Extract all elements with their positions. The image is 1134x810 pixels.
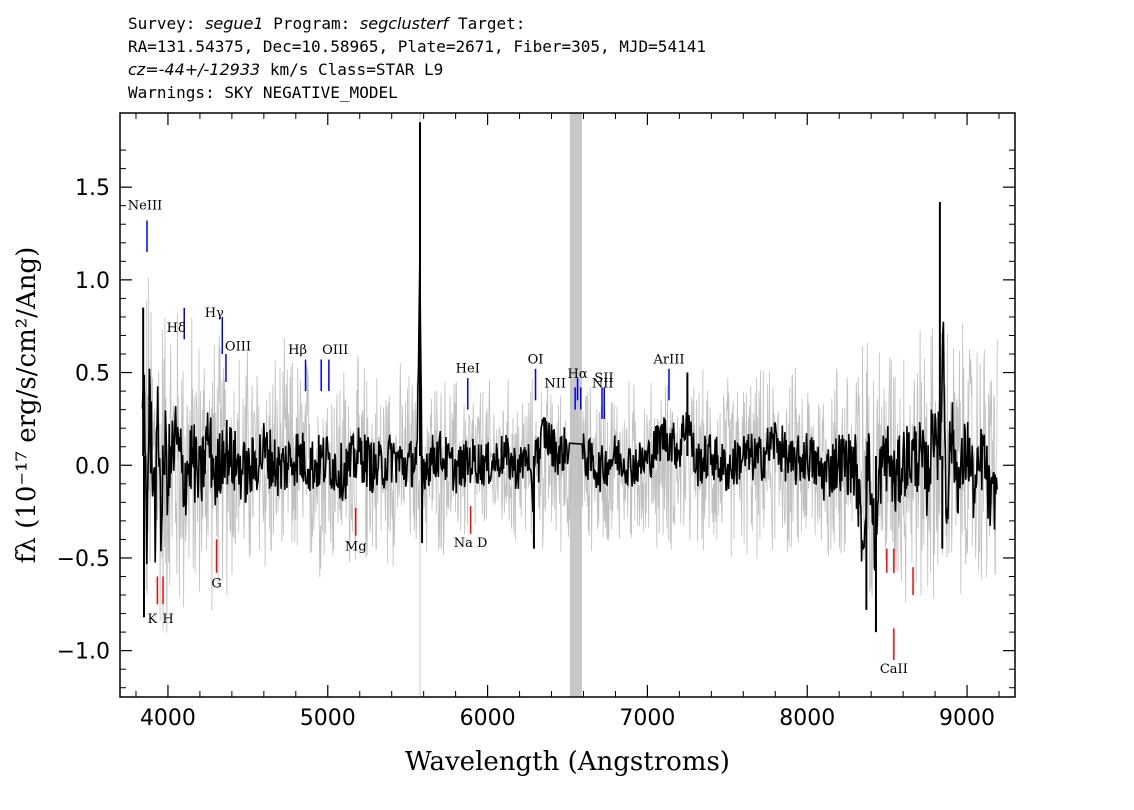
emission-line-label-7: HeI [456,362,480,377]
y-tick-label-3: 0.5 [75,362,110,387]
x-axis-label: Wavelength (Angstroms) [405,747,730,777]
emission-line-label-9: NII [544,376,566,391]
emission-line-label-8: OI [528,352,544,367]
emission-line-label-4: Hβ [288,343,307,358]
x-tick-label-0: 4000 [140,706,196,731]
cz-value: -44+/-12933 [158,60,261,79]
masked-band-layer [419,113,1016,697]
y-tick-label-1: −0.5 [57,547,110,572]
y-tick-label-5: 1.5 [75,176,110,201]
coordinates-line: RA=131.54375, Dec=10.58965, Plate=2671, … [128,37,706,56]
survey-value: segue1 [205,14,264,33]
emission-line-label-1: Hδ [167,321,186,336]
emission-line-label-2: Hγ [205,306,224,321]
x-tick-label-5: 9000 [939,706,995,731]
redshift-line: cz=-44+/-12933 km/s Class=STAR L9 [128,58,706,81]
emission-line-label-11: NII [592,376,614,391]
emission-line-label-0: NeIII [128,198,162,213]
x-tick-label-1: 5000 [300,706,356,731]
warnings-line: Warnings: SKY NEGATIVE_MODEL [128,83,398,102]
emission-line-label-14: ArIII [652,352,684,367]
x-tick-label-2: 6000 [460,706,516,731]
y-tick-label-2: 0.0 [75,454,110,479]
program-label: Program: [273,14,351,33]
emission-line-label-12: SII [594,371,613,386]
absorption-line-label-3: Mg [345,540,367,555]
emission-line-label-3: OIII [225,339,251,354]
cz-unit-class: km/s Class=STAR L9 [269,60,444,79]
survey-line: Survey: segue1 Program: segclusterf Targ… [128,12,706,35]
absorption-line-label-4: Na D [454,536,488,551]
program-value: segclusterf [359,14,449,33]
emission-line-label-10: Hα [568,367,588,382]
y-axis-label: fλ (10⁻¹⁷ erg/s/cm²/Ang) [12,247,42,563]
y-tick-label-4: 1.0 [75,269,110,294]
spectrum-header: Survey: segue1 Program: segclusterf Targ… [128,12,706,104]
emission-line-label-5: OIII [322,343,348,358]
absorption-line-label-1: H [162,612,173,627]
absorption-line-label-0: K [148,612,158,627]
x-tick-label-3: 7000 [619,706,675,731]
target-label: Target: [457,14,526,33]
flux-series [141,263,998,571]
survey-label: Survey: [128,14,196,33]
axes-layer: 4000 5000 6000 7000 8000 9000 −1.0 −0.5 0.0 0.5 1.… [57,113,1015,731]
flux-layer [141,122,998,633]
x-tick-label-4: 8000 [779,706,835,731]
absorption-line-label-8: CaII [880,662,908,677]
y-tick-label-0: −1.0 [57,640,110,665]
absorption-line-label-2: G [211,577,221,592]
plot-frame [119,112,1016,698]
cz-label: cz= [128,60,159,79]
